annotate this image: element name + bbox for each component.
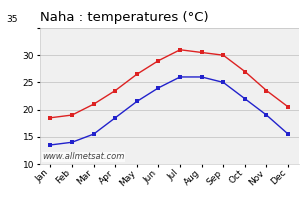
Text: Naha : temperatures (°C): Naha : temperatures (°C)	[40, 11, 208, 24]
Text: 35: 35	[6, 15, 18, 24]
Text: www.allmetsat.com: www.allmetsat.com	[42, 152, 125, 161]
